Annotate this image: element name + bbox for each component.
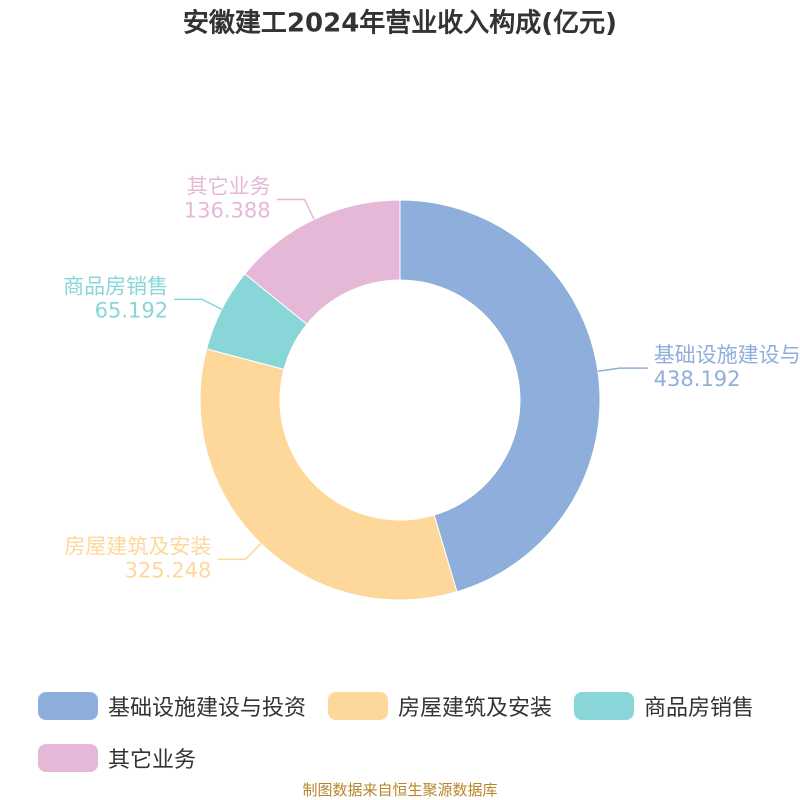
chart-title: 安徽建工2024年营业收入构成(亿元) [183,8,617,39]
legend-item: 其它业务 [38,742,196,774]
legend-swatch [38,692,98,720]
leader-line [597,367,648,372]
legend-item: 商品房销售 [574,690,754,722]
legend-label: 房屋建筑及安装 [398,696,553,721]
leader-line [276,198,315,220]
value-label: 136.388 [184,199,271,223]
legend-label: 其它业务 [108,748,197,773]
value-label: 438.192 [654,367,741,391]
legend-swatch [574,692,635,720]
legend-swatch [328,692,389,720]
leader-line [217,543,262,561]
value-label: 325.248 [125,558,212,582]
legend-label: 基础设施建设与投资 [108,696,307,721]
legend-swatch [38,744,98,772]
leader-line [174,298,223,310]
legend: 基础设施建设与投资 房屋建筑及安装 商品房销售其它业务 [38,690,798,774]
legend-label: 商品房销售 [644,696,755,721]
slice [399,199,601,593]
slice-label: 基础设施建设与投资 [654,343,800,367]
slice [199,348,458,601]
slice-label: 房屋建筑及安装 [64,534,211,558]
slice-label: 商品房销售 [63,274,168,298]
legend-item: 基础设施建设与投资 [38,690,306,722]
source: 制图数据来自恒生聚源数据库 [302,781,498,799]
legend-item: 房屋建筑及安装 [328,690,552,722]
slice-label: 其它业务 [187,175,271,199]
value-label: 65.192 [95,298,168,322]
slice [244,199,401,325]
